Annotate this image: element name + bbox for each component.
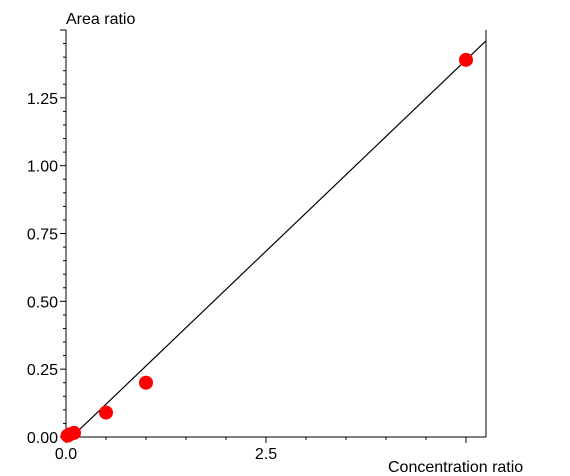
x-axis-label: Concentration ratio — [388, 459, 523, 476]
y-tick-label: 1.00 — [27, 159, 58, 176]
y-tick-label: 0.75 — [27, 227, 58, 244]
fit-line — [65, 40, 487, 443]
fit-line-group — [65, 40, 487, 443]
axes — [65, 30, 487, 438]
y-tick-label: 0.25 — [27, 362, 58, 379]
y-tick-label: 0.50 — [27, 294, 58, 311]
x-tick-label: 0.0 — [55, 446, 77, 463]
y-tick-label: 1.25 — [27, 91, 58, 108]
data-points — [60, 52, 473, 443]
data-point — [67, 425, 81, 440]
x-tick-label: 2.5 — [255, 446, 277, 463]
data-point — [99, 405, 113, 420]
data-point — [139, 375, 153, 390]
y-axis-label: Area ratio — [66, 11, 135, 28]
y-tick-label: 0.00 — [27, 430, 58, 447]
data-point — [459, 52, 473, 67]
ticks: 0.00 0.25 0.50 0.75 1.00 1.25 0.0 2.5 — [27, 29, 467, 463]
